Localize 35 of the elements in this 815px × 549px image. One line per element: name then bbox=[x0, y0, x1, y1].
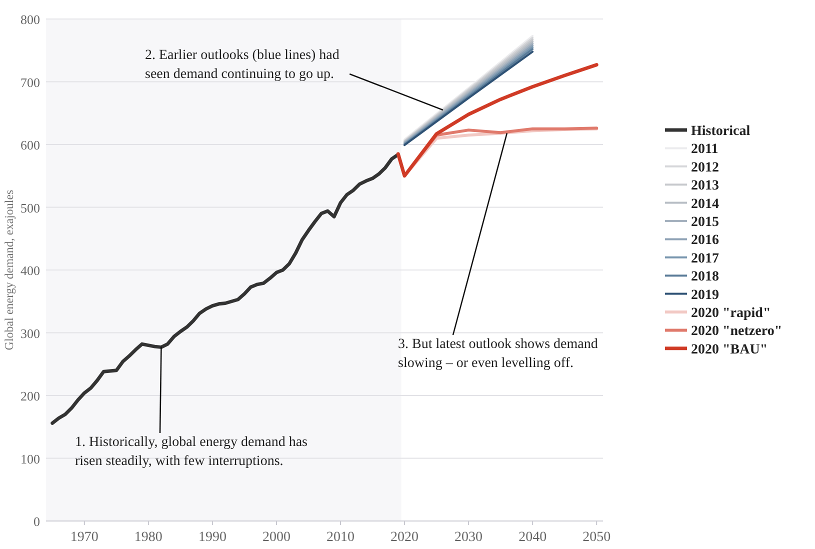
legend-label: 2017 bbox=[691, 251, 719, 266]
x-tick-label: 2010 bbox=[326, 530, 355, 545]
legend-label: 2011 bbox=[691, 142, 718, 158]
legend-label: 2015 bbox=[691, 215, 719, 230]
x-tick-label: 2040 bbox=[518, 530, 547, 545]
x-tick-label: 2030 bbox=[454, 530, 483, 545]
legend-label: 2016 bbox=[691, 233, 719, 248]
y-tick-label: 500 bbox=[20, 200, 40, 216]
x-tick-label: 1970 bbox=[70, 530, 98, 545]
x-tick-label: 2050 bbox=[582, 530, 611, 545]
x-tick-label: 2020 bbox=[390, 530, 419, 545]
legend-label: 2019 bbox=[691, 288, 719, 303]
legend-label: 2020 "netzero" bbox=[691, 324, 782, 340]
legend-label: 2020 "BAU" bbox=[691, 342, 768, 358]
legend-label: Historical bbox=[691, 124, 750, 139]
annotation: 3. But latest outlook shows demand slowing – or even levelling off. bbox=[398, 337, 598, 371]
legend-label: 2012 bbox=[691, 160, 719, 176]
y-tick-label: 300 bbox=[20, 326, 40, 341]
y-tick-label: 800 bbox=[20, 12, 40, 27]
x-tick-label: 2000 bbox=[262, 530, 290, 545]
y-tick-label: 100 bbox=[20, 451, 40, 466]
y-tick-label: 700 bbox=[20, 74, 40, 90]
x-tick-label: 1980 bbox=[134, 530, 162, 545]
y-tick-label: 400 bbox=[20, 263, 40, 278]
x-tick-label: 1990 bbox=[198, 530, 226, 545]
y-axis-title: Global energy demand, exajoules bbox=[2, 189, 16, 350]
legend-label: 2020 "rapid" bbox=[691, 306, 771, 321]
y-tick-label: 0 bbox=[34, 514, 40, 529]
legend-label: 2013 bbox=[691, 178, 719, 194]
legend-label: 2014 bbox=[691, 196, 719, 212]
annotation: 1. Historically, global energy demand has risen steadily, with few interruptions. bbox=[75, 435, 308, 469]
y-tick-label: 200 bbox=[20, 388, 40, 404]
annotation: 2. Earlier outlooks (blue lines) had seen demand continuing to go up. bbox=[145, 48, 340, 82]
y-tick-label: 600 bbox=[20, 138, 40, 152]
legend-label: 2018 bbox=[691, 270, 719, 285]
